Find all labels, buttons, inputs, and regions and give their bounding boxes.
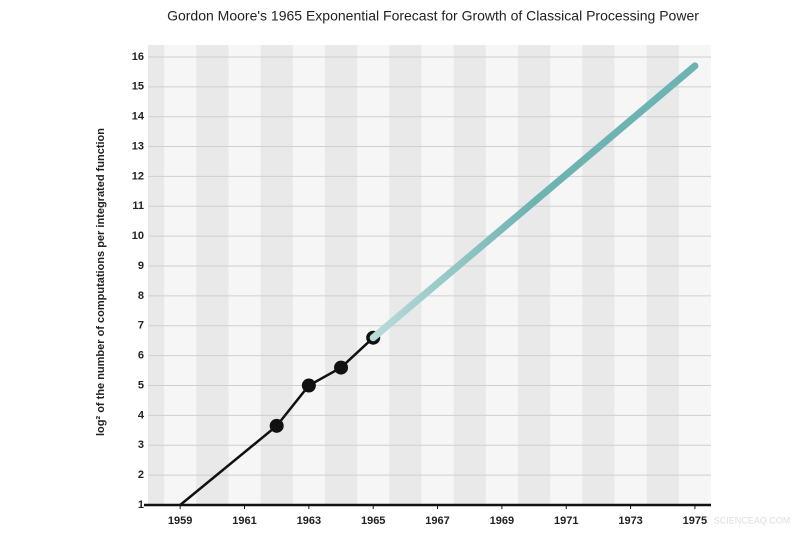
y-tick-label: 10 — [132, 230, 144, 242]
stripe — [196, 45, 229, 505]
x-tick-label: 1973 — [618, 515, 642, 527]
x-tick-label: 1975 — [683, 515, 707, 527]
y-tick-label: 9 — [138, 260, 144, 272]
stripe — [389, 45, 422, 505]
stripe — [517, 45, 551, 505]
data-point — [269, 418, 284, 433]
y-tick-label: 5 — [138, 379, 144, 391]
y-tick-label: 6 — [138, 350, 144, 362]
watermark: SCIENCEAQ.COM — [714, 515, 791, 525]
y-tick-label: 7 — [138, 320, 144, 332]
stripe — [324, 45, 358, 505]
x-tick-label: 1967 — [425, 515, 449, 527]
y-tick-label: 2 — [138, 469, 144, 481]
data-point — [334, 360, 349, 375]
x-tick-label: 1969 — [490, 515, 514, 527]
y-tick-label: 13 — [132, 140, 144, 152]
stripe — [453, 45, 486, 505]
y-tick-label: 12 — [132, 170, 144, 182]
stripe — [582, 45, 615, 505]
y-tick-label: 11 — [132, 200, 144, 212]
y-tick-label: 14 — [132, 111, 145, 123]
y-tick-label: 16 — [132, 51, 144, 63]
plot-background — [148, 45, 711, 505]
y-tick-label: 15 — [132, 81, 144, 93]
y-tick-label: 8 — [138, 290, 144, 302]
x-tick-label: 1971 — [554, 515, 578, 527]
y-tick-label: 4 — [138, 409, 145, 421]
y-axis-label: log² of the number of computations per i… — [95, 128, 107, 436]
x-tick-label: 1959 — [168, 515, 192, 527]
y-tick-label: 3 — [138, 439, 144, 451]
stripe — [646, 45, 679, 505]
x-tick-label: 1965 — [361, 515, 385, 527]
data-line — [369, 62, 699, 342]
x-tick-label: 1963 — [297, 515, 321, 527]
x-tick-label: 1961 — [232, 515, 256, 527]
data-point — [301, 378, 316, 393]
stripe — [148, 45, 165, 505]
y-tick-label: 1 — [138, 499, 144, 511]
chart-title: Gordon Moore's 1965 Exponential Forecast… — [167, 8, 699, 24]
